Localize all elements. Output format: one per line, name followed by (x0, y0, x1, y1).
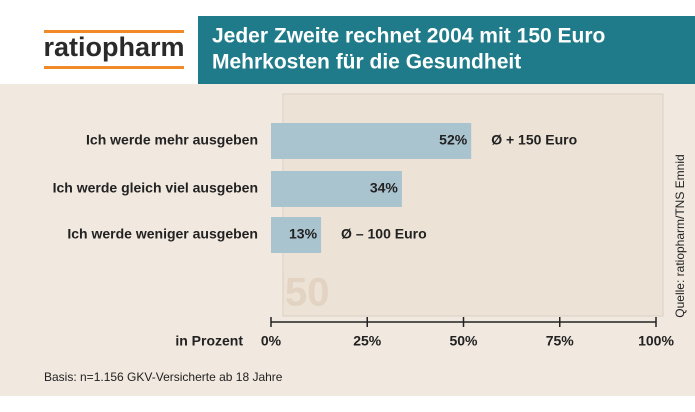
x-tick-label: 50% (449, 333, 478, 349)
x-tick-label: 25% (353, 333, 382, 349)
banknote-deco: 50 (285, 271, 330, 315)
bar (271, 171, 402, 207)
value-label: 34% (370, 180, 399, 196)
x-tick-label: 75% (546, 333, 575, 349)
title-box (198, 16, 695, 84)
y-tick-label: Ich werde gleich viel ausgeben (53, 180, 258, 196)
value-note: Ø – 100 Euro (341, 226, 427, 242)
x-tick-label: 100% (638, 333, 674, 349)
chart-title: Jeder Zweite rechnet 2004 mit 150 Euro (212, 25, 605, 48)
y-tick-label: Ich werde weniger ausgeben (67, 226, 258, 242)
value-label: 13% (289, 226, 318, 242)
x-axis-label: in Prozent (175, 333, 243, 349)
chart-title: Mehrkosten für die Gesundheit (212, 51, 521, 74)
bar (271, 123, 472, 159)
x-tick-label: 0% (261, 333, 282, 349)
logo-line (44, 66, 184, 69)
value-label: 52% (439, 132, 468, 148)
y-tick-label: Ich werde mehr ausgeben (86, 132, 258, 148)
logo-box (0, 14, 195, 84)
logo: ratiopharm (43, 32, 184, 62)
source: Quelle: ratiopharm/TNS Emnid (673, 154, 687, 317)
footnote: Basis: n=1.156 GKV-Versicherte ab 18 Jah… (44, 370, 283, 384)
bar (271, 217, 322, 253)
value-note: Ø + 150 Euro (491, 132, 577, 148)
logo-line (44, 30, 184, 33)
